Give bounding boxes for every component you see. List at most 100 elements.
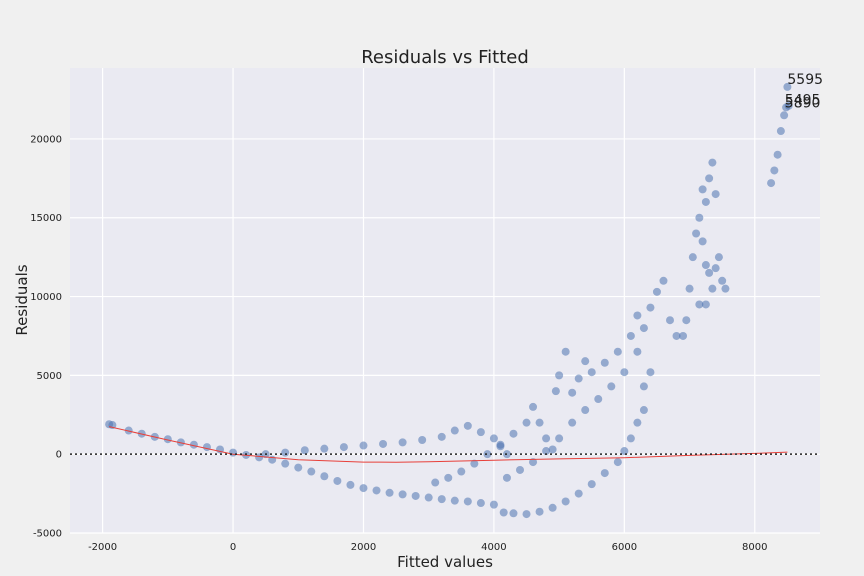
data-point [450, 426, 459, 435]
data-point [476, 428, 485, 437]
x-tick-label: 4000 [481, 542, 506, 553]
data-point [705, 268, 714, 277]
data-point [561, 497, 570, 506]
data-point [411, 491, 420, 500]
data-point [714, 253, 723, 262]
data-point [502, 473, 511, 482]
data-point [698, 185, 707, 194]
data-point [450, 496, 459, 505]
data-point [463, 421, 472, 430]
data-point [372, 486, 381, 495]
data-point [701, 261, 710, 270]
data-point [594, 395, 603, 404]
point-annotation: 5495 [785, 92, 821, 108]
data-point [476, 499, 485, 508]
data-point [548, 503, 557, 512]
data-point [639, 382, 648, 391]
data-point [516, 465, 524, 474]
data-point [613, 458, 622, 467]
data-point [529, 458, 538, 467]
data-point [542, 447, 551, 456]
data-point [281, 459, 290, 468]
data-point [457, 467, 466, 476]
data-point [711, 190, 720, 199]
smoother-line-group [108, 426, 788, 463]
data-point [646, 368, 655, 377]
data-point [705, 174, 714, 183]
point-annotation: 5595 [787, 72, 823, 88]
data-point [255, 453, 264, 462]
data-point [581, 406, 590, 415]
data-point [626, 434, 635, 443]
data-point [620, 447, 629, 456]
data-point [483, 450, 492, 459]
data-point [320, 472, 329, 481]
data-point [437, 432, 446, 441]
data-point [535, 418, 544, 427]
data-point [339, 443, 348, 452]
data-point [701, 197, 710, 206]
y-axis-label: Residuals [13, 264, 31, 335]
data-point [581, 357, 590, 366]
plot-background [70, 68, 820, 533]
data-point [574, 374, 583, 383]
data-point [639, 324, 648, 333]
y-tick-label: 15000 [30, 213, 62, 224]
x-tick-label: -2000 [88, 542, 117, 553]
y-tick-label: 5000 [37, 371, 62, 382]
y-tick-label: 20000 [30, 134, 62, 145]
data-point [551, 387, 560, 396]
lowess-smoother-line [108, 426, 788, 463]
data-point [701, 300, 710, 309]
data-point [652, 287, 661, 296]
data-point [189, 440, 198, 449]
data-point [424, 493, 433, 502]
data-point [708, 284, 717, 293]
data-point [767, 179, 776, 188]
data-point [281, 448, 290, 457]
data-point [561, 347, 570, 356]
data-point [633, 418, 642, 427]
data-point [659, 276, 668, 285]
data-point [695, 300, 704, 309]
x-tick-labels: -2000 0 2000 4000 6000 8000 [88, 542, 767, 553]
data-point [679, 331, 688, 340]
data-point [633, 311, 642, 320]
data-point [437, 495, 446, 504]
data-point [600, 358, 609, 367]
data-point [202, 443, 211, 452]
data-point [780, 111, 789, 120]
data-point [548, 445, 557, 454]
data-point [620, 368, 629, 377]
data-point [499, 508, 508, 517]
data-point [346, 480, 355, 489]
data-point [784, 101, 793, 110]
data-point [509, 509, 518, 518]
data-point [359, 441, 368, 450]
data-point [163, 435, 172, 444]
data-point [470, 459, 479, 468]
data-point [522, 418, 531, 427]
data-point [359, 484, 368, 493]
data-point [718, 276, 727, 285]
data-point [379, 439, 388, 448]
data-point [431, 478, 440, 487]
data-point [626, 331, 635, 340]
data-point [695, 213, 704, 222]
data-point [398, 490, 407, 499]
data-point [229, 448, 238, 457]
data-point [418, 436, 427, 444]
chart-title: Residuals vs Fitted [361, 47, 529, 68]
data-point [587, 368, 596, 377]
data-point [783, 82, 792, 91]
data-point [587, 480, 596, 489]
data-point [489, 500, 498, 509]
y-tick-label: 0 [56, 450, 62, 461]
data-point [692, 229, 701, 238]
data-point [124, 426, 133, 435]
data-point [496, 440, 505, 449]
data-point [721, 284, 730, 293]
data-point [542, 434, 551, 443]
data-point [685, 284, 694, 293]
